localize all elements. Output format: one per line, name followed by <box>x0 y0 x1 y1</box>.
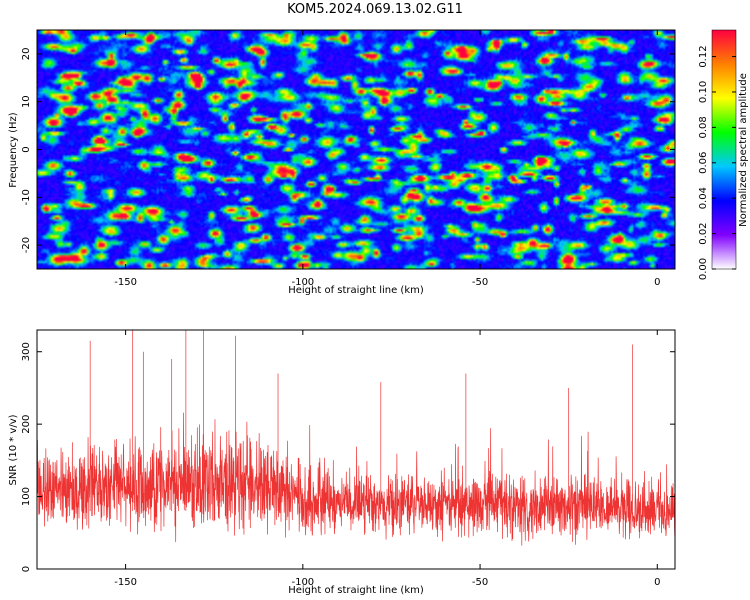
figure-title: KOM5.2024.069.13.02.G11 <box>287 2 463 17</box>
snr-x-tick-label: -150 <box>114 577 137 588</box>
colorbar-tick-label: 0.12 <box>698 45 709 67</box>
spectrogram-x-label: Height of straight line (km) <box>288 285 424 296</box>
spectrogram-y-tick-label: 20 <box>21 48 32 61</box>
colorbar-tick-label: 0.02 <box>698 222 709 244</box>
snr-x-label: Height of straight line (km) <box>288 585 424 596</box>
spectrogram-y-ticks: -20 -10 0 10 20 <box>21 48 675 253</box>
spectrogram-y-label: Frequency (Hz) <box>8 112 19 188</box>
spectrogram-x-tick-label: -150 <box>114 277 137 288</box>
spectrogram-image <box>37 30 675 269</box>
spectrogram-y-tick-label: 10 <box>21 95 32 108</box>
snr-x-tick-label: -50 <box>472 577 488 588</box>
snr-y-tick-label: 300 <box>21 342 32 361</box>
snr-y-ticks: 0 100 200 300 <box>21 342 675 572</box>
colorbar-tick-label: 0.00 <box>698 258 709 280</box>
colorbar-ticks: 0.00 0.02 0.04 0.06 0.08 0.10 0.12 <box>698 45 736 280</box>
colorbar-tick-label: 0.10 <box>698 81 709 103</box>
snr-y-label: SNR (10 * v/v) <box>8 414 19 485</box>
snr-x-tick-label: 0 <box>654 577 660 588</box>
snr-series-line <box>37 330 675 546</box>
snr-y-tick-label: 100 <box>21 487 32 506</box>
snr-y-tick-label: 0 <box>21 566 32 572</box>
colorbar <box>711 29 737 270</box>
spectrogram-x-ticks: -150 -100 -50 0 <box>114 30 660 288</box>
spectrogram-y-tick-label: -10 <box>21 189 32 205</box>
colorbar-tick-label: 0.04 <box>698 187 709 209</box>
colorbar-tick-label: 0.06 <box>698 152 709 174</box>
colorbar-label: Normalized spectral amplitude <box>738 73 749 227</box>
spectrogram-x-tick-label: -50 <box>472 277 488 288</box>
snr-panel: -150 -100 -50 0 0 100 200 300 Height of straig… <box>8 329 676 596</box>
spectrogram-x-tick-label: 0 <box>654 277 660 288</box>
colorbar-tick-label: 0.08 <box>698 116 709 138</box>
spectrogram-y-tick-label: -20 <box>21 237 32 253</box>
spectrogram-x-tick-label: -100 <box>291 277 314 288</box>
snr-y-tick-label: 200 <box>21 415 32 434</box>
snr-frame <box>36 329 676 570</box>
snr-x-tick-label: -100 <box>291 577 314 588</box>
spectrogram-y-tick-label: 0 <box>21 146 32 152</box>
snr-x-ticks: -150 -100 -50 0 <box>114 330 660 588</box>
